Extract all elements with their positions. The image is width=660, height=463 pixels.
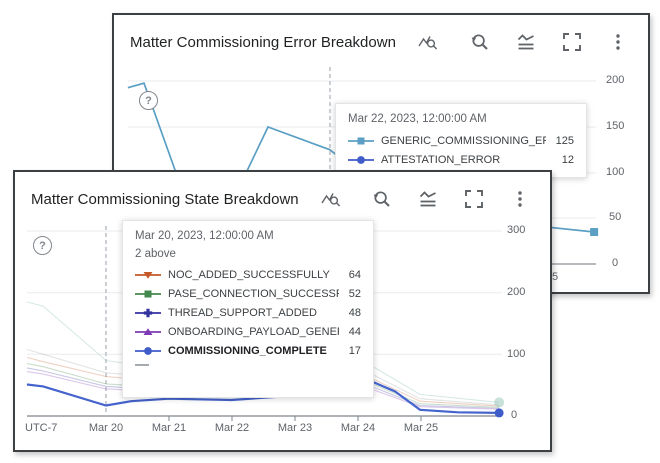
- more-options-icon[interactable]: [608, 32, 628, 52]
- state-x-tick: Mar 25: [403, 422, 439, 434]
- state-panel-toolbar: [372, 189, 534, 209]
- series-marker-triangle-up: [135, 327, 161, 337]
- series-marker-square: [135, 289, 161, 299]
- tooltip-row: ONBOARDING_PAYLOAD_GENERATED 44: [135, 322, 361, 341]
- state-x-tick: Mar 20: [88, 422, 124, 434]
- tooltip-row: THREAD_SUPPORT_ADDED 48: [135, 303, 361, 322]
- state-y-tick: 0: [511, 409, 518, 421]
- series-marker-circle: [135, 346, 161, 356]
- tooltip-row-highlighted: COMMISSIONING_COMPLETE 17: [135, 341, 361, 360]
- series-end-marker-square: [590, 228, 599, 237]
- state-x-tick: UTC-7: [25, 422, 58, 434]
- series-marker-circle: [348, 155, 374, 165]
- series-marker-square: [348, 136, 374, 146]
- state-y-tick: 300: [507, 224, 526, 236]
- series-label: ONBOARDING_PAYLOAD_GENERATED: [168, 325, 339, 338]
- series-label: PASE_CONNECTION_SUCCESSFUL: [168, 287, 339, 300]
- state-panel-header: Matter Commissioning State Breakdown: [15, 180, 550, 218]
- series-value: 125: [555, 134, 574, 147]
- state-y-tick: 100: [507, 348, 526, 360]
- tooltip-row: NOC_ADDED_SUCCESSFULLY 64: [135, 265, 361, 284]
- series-value: 12: [561, 153, 574, 166]
- error-y-tick: 0: [612, 257, 619, 269]
- more-options-icon[interactable]: [510, 189, 530, 209]
- error-y-tick: 50: [609, 211, 622, 223]
- legend-toggle-icon[interactable]: [516, 32, 536, 52]
- error-panel-title: Matter Commissioning Error Breakdown: [130, 33, 396, 51]
- help-icon[interactable]: ?: [33, 236, 52, 255]
- error-y-tick: 150: [606, 120, 625, 132]
- state-x-tick: Mar 24: [340, 422, 376, 434]
- error-chart-tooltip: Mar 22, 2023, 12:00:00 AM GENERIC_COMMIS…: [335, 103, 587, 178]
- series-label: COMMISSIONING_COMPLETE: [168, 344, 327, 357]
- series-end-dot: [494, 408, 504, 418]
- series-marker-plus: [135, 308, 161, 318]
- series-value: 48: [348, 306, 361, 319]
- series-value: 17: [348, 344, 361, 357]
- state-x-tick: Mar 21: [151, 422, 187, 434]
- zoom-reset-icon[interactable]: [470, 32, 490, 52]
- series-label: NOC_ADDED_SUCCESSFULLY: [168, 268, 330, 281]
- explore-chart-icon[interactable]: [321, 190, 341, 208]
- tooltip-row: GENERIC_COMMISSIONING_ERROR 125: [348, 131, 574, 150]
- tooltip-overflow-note: 2 above: [135, 248, 176, 260]
- series-label: THREAD_SUPPORT_ADDED: [168, 306, 317, 319]
- error-y-tick: 200: [606, 74, 625, 86]
- help-icon[interactable]: ?: [139, 91, 158, 110]
- error-panel-header: Matter Commissioning Error Breakdown: [114, 23, 648, 61]
- zoom-reset-icon[interactable]: [372, 189, 392, 209]
- state-chart-x-ticks: [168, 416, 422, 421]
- series-marker-triangle-down: [135, 270, 161, 280]
- state-y-tick: 200: [507, 286, 526, 298]
- error-x-tick-fragment: 5: [552, 271, 559, 283]
- series-value: 44: [348, 325, 361, 338]
- error-y-tick: 100: [606, 166, 625, 178]
- legend-toggle-icon[interactable]: [418, 189, 438, 209]
- series-label: GENERIC_COMMISSIONING_ERROR: [381, 134, 546, 147]
- tooltip-row: PASE_CONNECTION_SUCCESSFUL 52: [135, 284, 361, 303]
- truncated-row-marker: [135, 360, 361, 370]
- fullscreen-icon[interactable]: [562, 32, 582, 52]
- series-value: 52: [348, 287, 361, 300]
- tooltip-timestamp: Mar 20, 2023, 12:00:00 AM: [135, 230, 274, 242]
- tooltip-timestamp: Mar 22, 2023, 12:00:00 AM: [348, 113, 487, 125]
- state-x-tick: Mar 23: [277, 422, 313, 434]
- tooltip-row: ATTESTATION_ERROR 12: [348, 150, 574, 169]
- series-end-dot-dimmed: [494, 397, 505, 408]
- state-x-tick: Mar 22: [214, 422, 250, 434]
- error-panel-toolbar: [470, 32, 632, 52]
- state-chart-tooltip: Mar 20, 2023, 12:00:00 AM 2 above NOC_AD…: [122, 220, 374, 398]
- series-value: 64: [348, 268, 361, 281]
- state-panel-title: Matter Commissioning State Breakdown: [31, 190, 299, 208]
- state-breakdown-panel: Matter Commissioning State Breakdown: [13, 170, 552, 452]
- series-label: ATTESTATION_ERROR: [381, 153, 501, 166]
- explore-chart-icon[interactable]: [418, 33, 438, 51]
- fullscreen-icon[interactable]: [464, 189, 484, 209]
